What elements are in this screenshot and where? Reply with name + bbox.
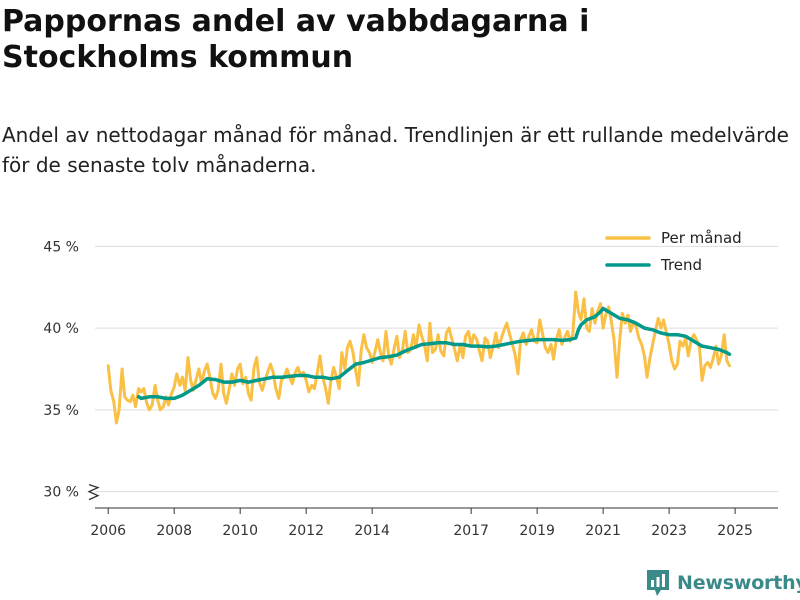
legend: Per månad Trend — [605, 229, 742, 274]
y-tick-label: 30 % — [43, 485, 79, 501]
trend-line — [136, 306, 732, 401]
series-trend — [136, 306, 732, 401]
legend-label: Per månad — [661, 229, 742, 247]
y-tick-label: 45 % — [43, 239, 79, 255]
chart-title: Pappornas andel av vabbdagarna i Stockho… — [2, 4, 590, 75]
axis-break-marker — [87, 484, 100, 501]
x-tick-label: 2023 — [651, 523, 687, 539]
newsworthy-logo: Newsworthy — [645, 568, 800, 598]
x-tick-label: 2021 — [585, 523, 621, 539]
brand-name: Newsworthy — [677, 572, 800, 594]
legend-label: Trend — [660, 256, 702, 274]
x-tick-label: 2025 — [717, 523, 753, 539]
chart-subtitle: Andel av nettodagar månad för månad. Tre… — [2, 123, 789, 177]
newsworthy-icon — [647, 570, 669, 596]
x-tick-label: 2006 — [90, 523, 126, 539]
x-tick-label: 2010 — [222, 523, 258, 539]
x-tick-label: 2008 — [156, 523, 192, 539]
x-tick-label: 2019 — [519, 523, 555, 539]
axes: 30 % 35 % 40 % 45 % 2006 2008 2010 2012 2014 2017… — [43, 239, 778, 539]
monthly-line — [106, 290, 731, 425]
x-tick-label: 2014 — [354, 523, 390, 539]
x-tick-label: 2012 — [288, 523, 324, 539]
series-per-manad — [106, 290, 731, 425]
y-tick-label: 35 % — [43, 403, 79, 419]
x-tick-label: 2017 — [453, 523, 489, 539]
y-tick-label: 40 % — [43, 321, 79, 337]
